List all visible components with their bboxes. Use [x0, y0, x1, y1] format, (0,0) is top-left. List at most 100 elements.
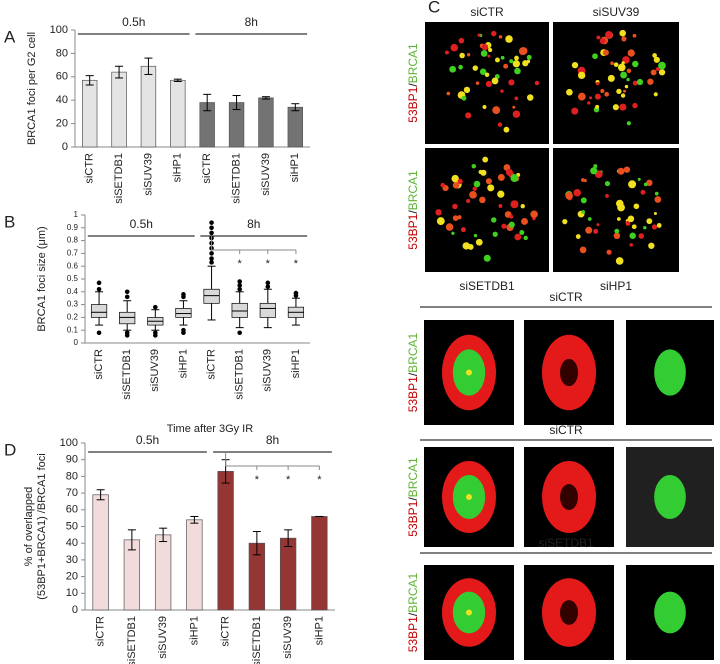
bar: [123, 539, 141, 611]
focus: [522, 60, 529, 67]
dark-core: [560, 484, 578, 510]
focus: [658, 61, 666, 70]
focus: [473, 233, 478, 238]
focus: [658, 69, 666, 76]
outlier: [293, 290, 299, 296]
outlier: [209, 220, 214, 225]
focus: [519, 230, 525, 236]
focus: [596, 223, 600, 227]
focus: [503, 63, 509, 69]
x-tick-label: siCTR: [95, 616, 107, 647]
focus: [616, 217, 621, 221]
bar: [92, 494, 109, 611]
x-tick-label: siCTR: [205, 349, 217, 380]
focus: [629, 232, 636, 239]
focus: [632, 33, 637, 38]
focus: [481, 43, 489, 51]
focus: [627, 49, 635, 57]
focus: [451, 231, 455, 235]
channel-sep: /: [406, 372, 420, 376]
error-bar: [127, 529, 136, 551]
group-label: 0.5h: [130, 217, 153, 231]
focus: [587, 217, 592, 221]
focus: [654, 191, 659, 196]
focus: [585, 226, 593, 234]
nucleus-green: [654, 349, 686, 396]
focus: [600, 88, 605, 94]
focus: [483, 254, 491, 262]
x-tick-label: siCTR: [93, 349, 105, 380]
focus: [445, 223, 454, 231]
panel-label: B: [4, 212, 15, 231]
focus: [479, 196, 486, 204]
focus: [621, 36, 627, 42]
outlier: [96, 330, 102, 336]
focus: [463, 86, 471, 94]
x-tick-label: siCTR: [201, 153, 213, 184]
bar: [154, 534, 172, 611]
y-tick-label: 0.2: [67, 313, 79, 322]
x-tick-label: siHP1: [290, 349, 302, 378]
outlier: [96, 286, 102, 292]
box: [203, 288, 220, 304]
x-tick-label: siSUV39: [157, 616, 169, 659]
focus: [514, 96, 519, 101]
y-tick-label: 0.8: [67, 236, 79, 245]
focus: [612, 104, 619, 111]
error-bar: [159, 527, 168, 543]
outlier: [237, 279, 242, 284]
channel-red: 53BP1: [406, 616, 420, 652]
focus: [595, 81, 600, 86]
focus: [498, 35, 503, 39]
focus: [518, 47, 527, 56]
focus: [605, 31, 613, 39]
error-bar: [261, 96, 270, 100]
channel-green: BRCA1: [406, 457, 420, 497]
group-label: 8h: [247, 217, 260, 231]
outlier: [153, 304, 158, 310]
outlier: [209, 230, 214, 236]
image-label: siCTR: [470, 5, 504, 19]
focus: [469, 191, 477, 199]
nucleus-green: [654, 475, 686, 519]
focus: [512, 105, 516, 109]
focus: [590, 167, 598, 175]
focus: [497, 122, 503, 127]
y-tick-label: 0: [62, 141, 68, 153]
focus: [619, 29, 626, 37]
channel-label: 53BP1/BRCA1: [406, 457, 420, 537]
micrograph: [553, 22, 679, 144]
channel-sep: /: [406, 83, 420, 87]
focus: [655, 67, 660, 72]
focus: [579, 246, 587, 254]
focus: [487, 184, 495, 192]
y-tick-label: 100: [50, 24, 68, 36]
x-tick-label: siSUV39: [262, 349, 274, 392]
x-tick-label: siHP1: [172, 153, 184, 182]
y-tick-label: 70: [66, 487, 78, 499]
focus: [510, 174, 519, 182]
focus: [633, 203, 640, 210]
focus: [479, 68, 487, 75]
focus: [491, 77, 499, 85]
x-tick-label: siHP1: [313, 616, 325, 645]
focus: [617, 63, 626, 72]
bar: [111, 71, 127, 148]
focus: [575, 234, 581, 239]
panel-label: D: [4, 440, 16, 459]
channel-sep: /: [406, 210, 420, 214]
focus: [647, 78, 654, 85]
y-tick-label: 0.3: [67, 300, 79, 309]
focus: [445, 50, 449, 55]
x-tick-label: siSUV39: [149, 349, 161, 392]
focus: [500, 55, 505, 60]
focus: [500, 89, 504, 93]
focus: [480, 50, 488, 57]
channel-sep: /: [406, 497, 420, 501]
focus: [503, 126, 510, 133]
box: [119, 311, 136, 325]
bar: [140, 65, 157, 148]
focus: [501, 223, 507, 229]
focus: [471, 163, 477, 169]
